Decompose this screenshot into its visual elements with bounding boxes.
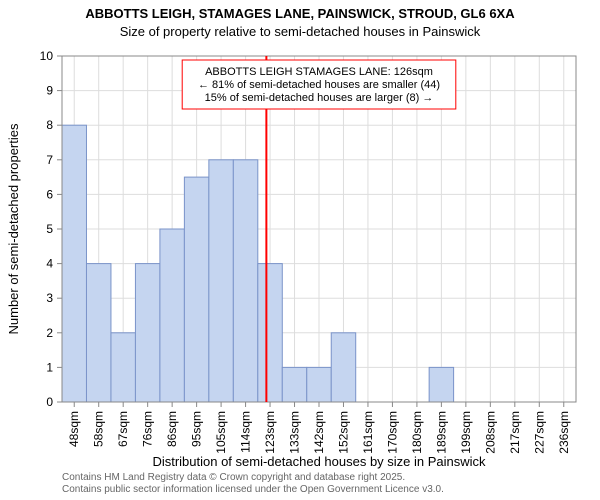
annotation-text: ABBOTTS LEIGH STAMAGES LANE: 126sqm xyxy=(205,66,433,78)
bar xyxy=(111,333,135,402)
y-axis-label: Number of semi-detached properties xyxy=(6,123,21,334)
bar xyxy=(233,160,257,402)
bar xyxy=(184,177,208,402)
bar xyxy=(160,229,184,402)
y-tick-label: 2 xyxy=(46,326,53,340)
title-line2: Size of property relative to semi-detach… xyxy=(120,24,481,39)
y-tick-label: 5 xyxy=(46,222,53,236)
x-tick-label: 236sqm xyxy=(557,411,571,454)
y-tick-label: 6 xyxy=(46,187,53,201)
annotation-text: 15% of semi-detached houses are larger (… xyxy=(205,92,434,104)
footer-line1: Contains HM Land Registry data © Crown c… xyxy=(62,472,405,483)
x-tick-label: 48sqm xyxy=(67,411,81,447)
x-tick-label: 217sqm xyxy=(508,411,522,454)
x-tick-label: 152sqm xyxy=(336,411,350,454)
bar xyxy=(258,264,282,402)
y-tick-label: 1 xyxy=(46,360,53,374)
footer-line2: Contains public sector information licen… xyxy=(62,484,444,495)
y-tick-label: 4 xyxy=(46,257,53,271)
x-tick-label: 133sqm xyxy=(288,411,302,454)
bar xyxy=(62,125,86,402)
title-line1: ABBOTTS LEIGH, STAMAGES LANE, PAINSWICK,… xyxy=(85,6,515,21)
bar xyxy=(307,367,331,402)
y-tick-label: 3 xyxy=(46,291,53,305)
x-tick-label: 161sqm xyxy=(361,411,375,454)
x-tick-label: 123sqm xyxy=(263,411,277,454)
bar xyxy=(86,264,110,402)
x-tick-label: 114sqm xyxy=(239,411,253,453)
x-tick-label: 142sqm xyxy=(312,411,326,454)
histogram-svg: ABBOTTS LEIGH, STAMAGES LANE, PAINSWICK,… xyxy=(0,0,600,500)
x-tick-label: 86sqm xyxy=(165,411,179,447)
y-tick-label: 9 xyxy=(46,84,53,98)
bar xyxy=(429,367,453,402)
y-tick-label: 0 xyxy=(46,395,53,409)
y-tick-label: 8 xyxy=(46,118,53,132)
bar xyxy=(331,333,355,402)
x-tick-label: 189sqm xyxy=(434,411,448,454)
y-tick-label: 10 xyxy=(40,49,54,63)
x-tick-label: 170sqm xyxy=(385,411,399,454)
x-tick-label: 67sqm xyxy=(116,411,130,447)
y-tick-label: 7 xyxy=(46,153,53,167)
bar xyxy=(135,264,159,402)
bar xyxy=(209,160,233,402)
x-tick-label: 76sqm xyxy=(141,411,155,447)
x-tick-label: 95sqm xyxy=(190,411,204,447)
x-tick-label: 58sqm xyxy=(92,411,106,447)
x-tick-label: 180sqm xyxy=(410,411,424,454)
x-tick-label: 199sqm xyxy=(459,411,473,454)
x-tick-label: 227sqm xyxy=(532,411,546,454)
chart-container: ABBOTTS LEIGH, STAMAGES LANE, PAINSWICK,… xyxy=(0,0,600,500)
annotation-text: ← 81% of semi-detached houses are smalle… xyxy=(198,79,440,91)
bar xyxy=(282,367,306,402)
x-tick-label: 105sqm xyxy=(214,411,228,454)
x-tick-label: 208sqm xyxy=(483,411,497,454)
x-axis-label: Distribution of semi-detached houses by … xyxy=(152,454,486,469)
